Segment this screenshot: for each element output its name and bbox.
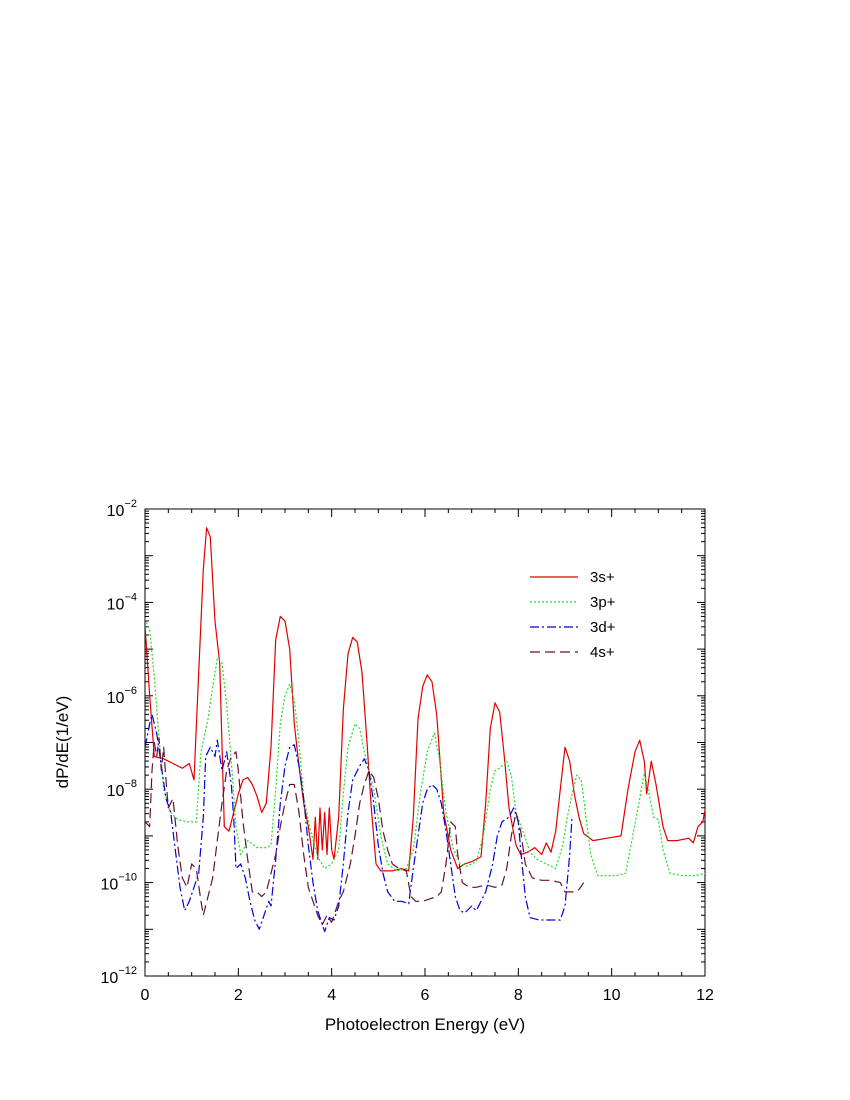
y-axis-label: dP/dE(1/eV) [53,696,72,789]
series-line-3dplus [145,713,573,933]
series-line-4splus [145,737,585,926]
y-tick-label: 10−8 [107,778,137,800]
x-tick-label: 2 [234,987,243,1004]
x-tick-label: 6 [421,987,430,1004]
legend: 3s+ 3p+ 3d+ 4s+ [530,569,616,661]
x-tick-label: 10 [603,987,621,1004]
legend-label: 3d+ [590,619,616,636]
y-tick-label: 10−10 [101,872,137,894]
x-tick-label: 0 [141,987,150,1004]
x-tick-label: 12 [696,987,714,1004]
series-line-3pplus [145,618,705,877]
x-tick-label: 4 [327,987,336,1004]
y-tick-label: 10−4 [107,591,137,613]
axes: 0 2 4 6 8 10 12 10−2 10−4 10−6 10−8 10−10 10−12 [101,498,714,1004]
series-line-3splus [145,527,705,872]
x-tick-label: 8 [514,987,523,1004]
y-tick-label: 10−12 [101,965,137,987]
series-layer [145,527,705,933]
y-tick-label: 10−2 [107,498,137,520]
y-tick-label: 10−6 [107,685,137,707]
plot-frame [144,508,706,977]
legend-label: 3p+ [590,594,616,611]
legend-label: 3s+ [590,569,615,586]
x-axis-label: Photoelectron Energy (eV) [325,1015,525,1034]
legend-label: 4s+ [590,644,615,661]
